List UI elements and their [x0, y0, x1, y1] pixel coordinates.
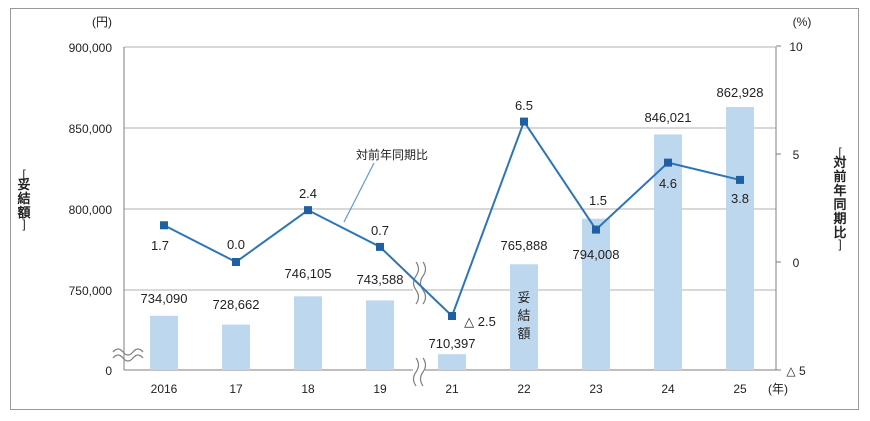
axis-title-char: 額: [17, 205, 31, 220]
axis-title-char: 妥: [17, 177, 31, 192]
x-tick-label: 22: [517, 382, 531, 396]
bar: [438, 354, 466, 370]
line-value-label: 0.0: [227, 237, 245, 252]
axis-title-char: 期: [833, 211, 847, 226]
yoy-marker: [664, 158, 672, 167]
x-tick-label: 21: [445, 382, 459, 396]
yoy-marker: [232, 258, 240, 266]
bar-inline-label: 結: [517, 308, 530, 323]
line-value-label: 1.5: [589, 193, 607, 208]
x-axis-break-line: [419, 261, 427, 305]
axis-title-char: 対: [833, 155, 847, 170]
bar: [366, 300, 394, 370]
x-tick-label: 17: [229, 382, 243, 396]
left-axis-unit: (円): [92, 15, 112, 29]
right-axis-unit: (%): [793, 15, 812, 29]
left-axis-title: [ 妥結額 ]: [17, 167, 31, 231]
axis-title-char: 結: [17, 191, 31, 206]
left-tick-label: 900,000: [69, 41, 113, 55]
line-value-label: △ 2.5: [464, 314, 496, 329]
left-tick-label: 0: [105, 364, 112, 378]
right-tick-label: 0: [793, 256, 800, 270]
bar-value-label: 743,588: [357, 272, 404, 287]
line-value-label: 0.7: [371, 223, 389, 238]
callout-leader: [343, 162, 375, 223]
bar: [582, 218, 610, 370]
bar-value-label: 734,090: [141, 291, 188, 306]
yoy-marker: [376, 242, 384, 251]
line-value-label: 6.5: [515, 98, 533, 113]
bar: [294, 296, 322, 370]
left-tick-label: 850,000: [69, 122, 113, 136]
x-tick-label: 25: [733, 382, 747, 396]
bar: [510, 264, 538, 370]
bar-value-label: 794,008: [573, 247, 620, 262]
line-value-label: 3.8: [731, 191, 749, 206]
x-tick-label: 24: [661, 382, 675, 396]
right-tick-label: 5: [793, 148, 800, 162]
bar-inline-label: 額: [517, 326, 530, 341]
x-tick-label: 23: [589, 382, 603, 396]
x-axis-break-line: [412, 261, 420, 305]
x-tick-label: 18: [301, 382, 315, 396]
yoy-marker: [520, 117, 528, 126]
axis-title-char: 前: [833, 169, 847, 184]
bar-inline-label: 妥: [517, 290, 530, 305]
left-axis-break: [112, 354, 144, 362]
x-tick-label: 2016: [151, 382, 178, 396]
bar-value-label: 765,888: [501, 238, 548, 253]
axis-title-char: 比: [833, 225, 847, 240]
yoy-marker: [736, 175, 744, 184]
right-axis-title: [ 対前年同期比 ]: [833, 145, 847, 251]
bar: [150, 315, 178, 370]
left-tick-label: 800,000: [69, 203, 113, 217]
yoy-line: [163, 119, 741, 318]
bar-value-label: 728,662: [213, 297, 260, 312]
right-tick-label: △ 5: [786, 364, 806, 378]
yoy-marker: [160, 221, 168, 230]
bar: [222, 324, 250, 370]
yoy-marker: [448, 312, 456, 320]
right-tick-label: 10: [789, 40, 803, 54]
bar: [726, 107, 754, 370]
chart-frame: [10, 8, 859, 410]
axis-title-char: 年: [833, 183, 847, 198]
line-value-label: 4.6: [659, 176, 677, 191]
x-axis-unit: (年): [768, 382, 788, 396]
x-axis-break-line: [412, 357, 420, 387]
bar-value-label: 862,928: [717, 85, 764, 100]
line-value-label: 1.7: [151, 238, 169, 253]
left-axis-break: [112, 348, 144, 356]
yoy-marker: [304, 206, 312, 215]
bar-value-label: 710,397: [429, 336, 476, 351]
line-value-label: 2.4: [299, 186, 317, 201]
left-tick-label: 750,000: [69, 284, 113, 298]
axis-title-char: 同: [833, 197, 847, 212]
bar-value-label: 846,021: [645, 110, 692, 125]
x-axis-break-line: [419, 357, 427, 387]
yoy-marker: [592, 225, 600, 234]
bar: [654, 134, 682, 370]
x-tick-label: 19: [373, 382, 387, 396]
line-callout-label: 対前年同期比: [356, 147, 428, 162]
bar-value-label: 746,105: [285, 266, 332, 281]
